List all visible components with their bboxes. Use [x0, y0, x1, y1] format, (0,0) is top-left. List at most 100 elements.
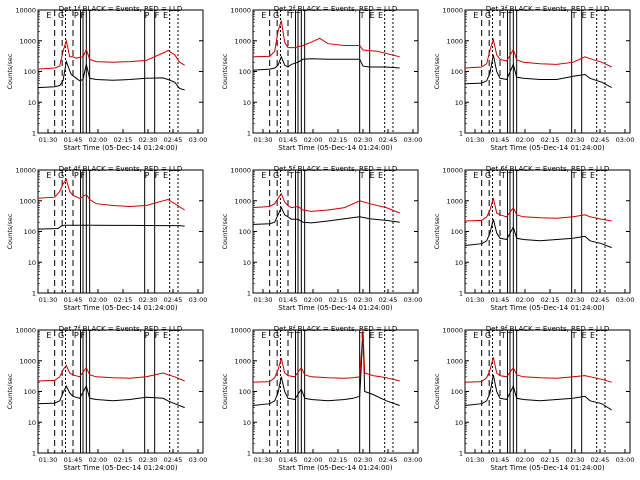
plot-title: Det 9f BLACK = Events, RED = LLD [486, 325, 609, 333]
x-tick-label: 02:15 [114, 456, 133, 464]
flag-label: E [261, 331, 266, 340]
y-tick-label: 1 [247, 130, 251, 138]
x-tick-label: 02:30 [566, 136, 585, 144]
flag-label: E [590, 171, 595, 180]
y-tick-label: 1 [32, 290, 36, 298]
x-tick-label: 02:15 [329, 136, 348, 144]
x-tick-label: 02:45 [164, 136, 183, 144]
flag-label: G [273, 331, 279, 340]
x-tick-label: 02:15 [541, 296, 560, 304]
y-tick-label: 10 [455, 419, 463, 427]
y-tick-label: 1000 [19, 357, 36, 365]
x-tick-label: 02:30 [139, 136, 158, 144]
x-tick-label: 01:45 [491, 456, 510, 464]
y-axis-label: Counts/sec [433, 373, 441, 409]
x-tick-label: 02:30 [354, 136, 373, 144]
y-tick-label: 100 [24, 68, 36, 76]
flag-label: T [571, 11, 577, 20]
x-tick-label: 03:00 [404, 296, 423, 304]
x-tick-label: 02:45 [591, 456, 610, 464]
flag-label: T [500, 171, 506, 180]
y-tick-label: 10 [28, 419, 36, 427]
flag-label: E [582, 171, 587, 180]
x-tick-label: 02:45 [379, 456, 398, 464]
flag-label: E [261, 11, 266, 20]
flag-label: E [378, 171, 383, 180]
series-line-events [37, 384, 185, 409]
x-tick-label: 02:15 [541, 456, 560, 464]
flag-label: E [261, 171, 266, 180]
y-tick-label: 1 [32, 450, 36, 458]
flag-label: E [473, 331, 478, 340]
x-axis-label: Start Time (05-Dec-14 01:24:00) [278, 464, 392, 472]
y-tick-label: 10000 [15, 327, 36, 335]
flag-label: F [155, 331, 160, 340]
x-tick-label: 03:00 [616, 456, 635, 464]
flag-label: E [378, 11, 383, 20]
y-tick-label: 10 [243, 419, 251, 427]
flag-label: E [46, 11, 51, 20]
y-tick-label: 10 [28, 99, 36, 107]
plot-title: Det 6f BLACK = Events, RED = LLD [486, 165, 609, 173]
flag-label: T [288, 331, 294, 340]
x-axis-label: Start Time (05-Dec-14 01:24:00) [278, 144, 392, 152]
x-tick-label: 01:30 [466, 456, 485, 464]
flag-label: E [582, 11, 587, 20]
x-tick-label: 01:45 [491, 296, 510, 304]
plot-title: Det 3f BLACK = Events, RED = LLD [486, 5, 609, 13]
y-tick-label: 10000 [230, 327, 251, 335]
y-tick-label: 100 [239, 68, 251, 76]
x-axis-label: Start Time (05-Dec-14 01:24:00) [490, 304, 604, 312]
x-tick-label: 01:45 [279, 296, 298, 304]
y-tick-label: 1000 [446, 357, 463, 365]
flag-label: T [359, 331, 365, 340]
x-tick-label: 01:30 [254, 136, 273, 144]
x-tick-label: 02:45 [164, 456, 183, 464]
x-tick-label: 02:15 [114, 296, 133, 304]
y-tick-label: 1000 [234, 197, 251, 205]
x-tick-label: 02:45 [591, 136, 610, 144]
y-tick-label: 1000 [446, 37, 463, 45]
flag-label: E [46, 171, 51, 180]
flag-label: G [58, 331, 64, 340]
flag-label: G [485, 171, 491, 180]
plot-title: Det 2f BLACK = Events, RED = LLD [274, 5, 397, 13]
flag-label: G [58, 171, 64, 180]
plot-title: Det 8f BLACK = Events, RED = LLD [274, 325, 397, 333]
y-tick-label: 10 [455, 99, 463, 107]
y-tick-label: 10 [243, 99, 251, 107]
x-tick-label: 02:45 [591, 296, 610, 304]
y-tick-label: 1 [247, 290, 251, 298]
detector-panel-4: Det 4f BLACK = Events, RED = LLDEGPFPFE1… [6, 165, 207, 312]
series-line-lld [252, 329, 400, 383]
y-tick-label: 100 [239, 388, 251, 396]
flag-label: E [163, 11, 168, 20]
x-tick-label: 01:30 [466, 136, 485, 144]
y-tick-label: 1000 [19, 37, 36, 45]
flag-label: E [590, 11, 595, 20]
x-axis-label: Start Time (05-Dec-14 01:24:00) [490, 144, 604, 152]
flag-label: E [163, 171, 168, 180]
x-tick-label: 02:45 [379, 296, 398, 304]
y-tick-label: 10000 [15, 7, 36, 15]
x-tick-label: 01:45 [279, 456, 298, 464]
x-tick-label: 02:30 [139, 456, 158, 464]
detector-panel-6: Det 6f BLACK = Events, RED = LLDEGTTTEE1… [433, 165, 634, 312]
y-tick-label: 100 [24, 228, 36, 236]
y-tick-label: 10 [243, 259, 251, 267]
series-line-events [37, 224, 185, 230]
y-tick-label: 10000 [442, 327, 463, 335]
series-line-lld [464, 37, 612, 69]
x-tick-label: 02:00 [304, 296, 323, 304]
y-tick-label: 10000 [15, 167, 36, 175]
flag-label: T [571, 171, 577, 180]
y-tick-label: 10000 [442, 167, 463, 175]
flag-label: T [288, 171, 294, 180]
x-tick-label: 02:45 [379, 136, 398, 144]
flag-label: P [74, 11, 79, 20]
x-axis-label: Start Time (05-Dec-14 01:24:00) [63, 304, 177, 312]
flag-label: P [145, 331, 150, 340]
x-tick-label: 01:45 [279, 136, 298, 144]
